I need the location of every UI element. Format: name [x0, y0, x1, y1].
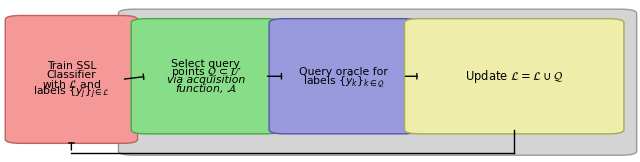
Text: with $\mathcal{L}$ and: with $\mathcal{L}$ and [42, 78, 101, 90]
FancyBboxPatch shape [269, 19, 419, 134]
FancyBboxPatch shape [131, 19, 280, 134]
FancyBboxPatch shape [118, 9, 637, 155]
Text: Active Learning Query and Update: Active Learning Query and Update [276, 25, 479, 38]
FancyBboxPatch shape [404, 19, 624, 134]
Text: function, $\mathcal{A}$: function, $\mathcal{A}$ [175, 82, 237, 95]
Text: Update $\mathcal{L} = \mathcal{L}\cup\mathcal{Q}$: Update $\mathcal{L} = \mathcal{L}\cup\ma… [465, 68, 563, 85]
Text: Select query: Select query [172, 59, 240, 69]
Text: Train SSL: Train SSL [47, 61, 96, 71]
Text: Classifier: Classifier [47, 70, 96, 80]
Text: labels $\{y_j\}_{j\in\mathcal{L}}$: labels $\{y_j\}_{j\in\mathcal{L}}$ [33, 84, 110, 101]
FancyBboxPatch shape [5, 16, 138, 143]
Text: Query oracle for: Query oracle for [300, 67, 388, 77]
Text: labels $\{\hat{y}_k\}_{k\in\mathcal{Q}}$: labels $\{\hat{y}_k\}_{k\in\mathcal{Q}}$ [303, 72, 385, 89]
Text: points $\mathcal{Q}\subset\mathcal{U}$: points $\mathcal{Q}\subset\mathcal{U}$ [170, 65, 241, 79]
Text: via acquisition: via acquisition [167, 75, 245, 85]
